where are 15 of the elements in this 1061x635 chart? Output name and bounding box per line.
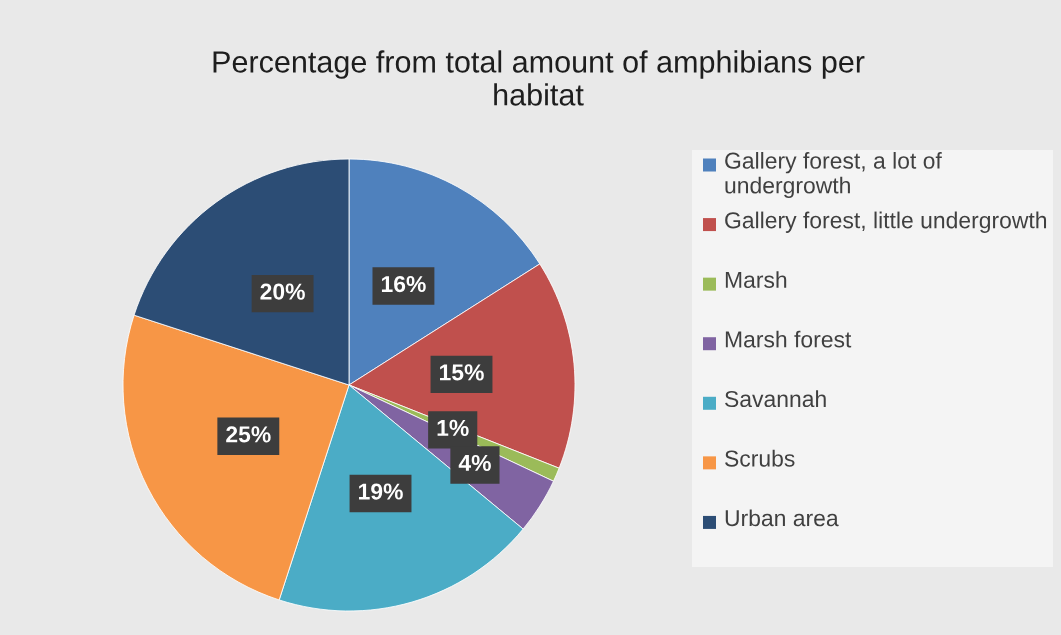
data-label: 4% <box>458 454 491 472</box>
data-label: 15% <box>440 364 484 381</box>
legend-label: Savannah <box>725 390 826 408</box>
data-label: 25% <box>226 426 271 443</box>
legend-label: Marsh <box>725 271 787 288</box>
data-label: 1% <box>437 419 469 436</box>
data-label: 16% <box>381 275 426 293</box>
chart-title: Percentage from total amount of amphibians per habitat <box>213 50 865 106</box>
data-label: 20% <box>260 283 305 300</box>
legend-label: Urban area <box>725 509 839 527</box>
legend-label: Gallery forest, a lot of undergrowth <box>725 152 942 199</box>
data-label: 19% <box>359 483 403 500</box>
legend-label: Marsh forest <box>725 330 852 348</box>
legend-label: Scrubs <box>725 449 795 467</box>
legend-label: Gallery forest, little undergrowth <box>725 211 1047 233</box>
